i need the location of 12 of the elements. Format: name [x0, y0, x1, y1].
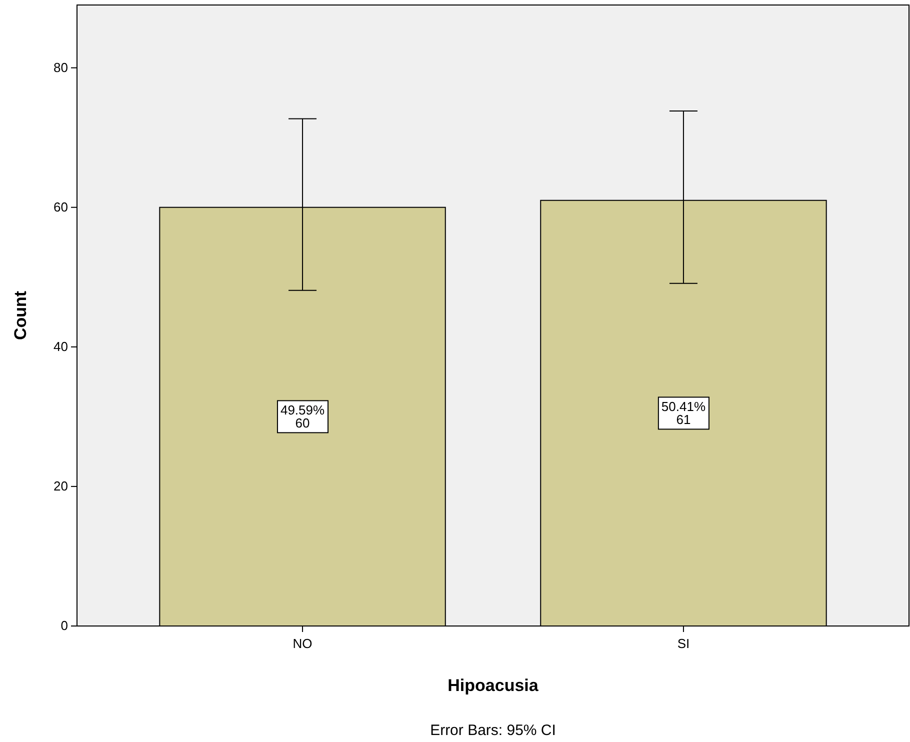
- y-tick-label: 40: [54, 339, 68, 354]
- y-tick-label: 20: [54, 478, 68, 494]
- x-tick-label: SI: [677, 636, 690, 651]
- y-tick-label: 0: [60, 618, 68, 634]
- x-axis-title: Hipoacusia: [448, 676, 539, 695]
- x-tick-label: NO: [292, 636, 312, 651]
- text: Error Bars: 95% CI: [430, 722, 556, 739]
- data-label: 50.41% 61: [661, 399, 706, 428]
- data-label: 49.59% 60: [280, 402, 326, 431]
- y-tick-label: 80: [54, 60, 68, 75]
- y-axis-title: Count: [11, 290, 30, 340]
- y-tick-label: 60: [54, 200, 68, 215]
